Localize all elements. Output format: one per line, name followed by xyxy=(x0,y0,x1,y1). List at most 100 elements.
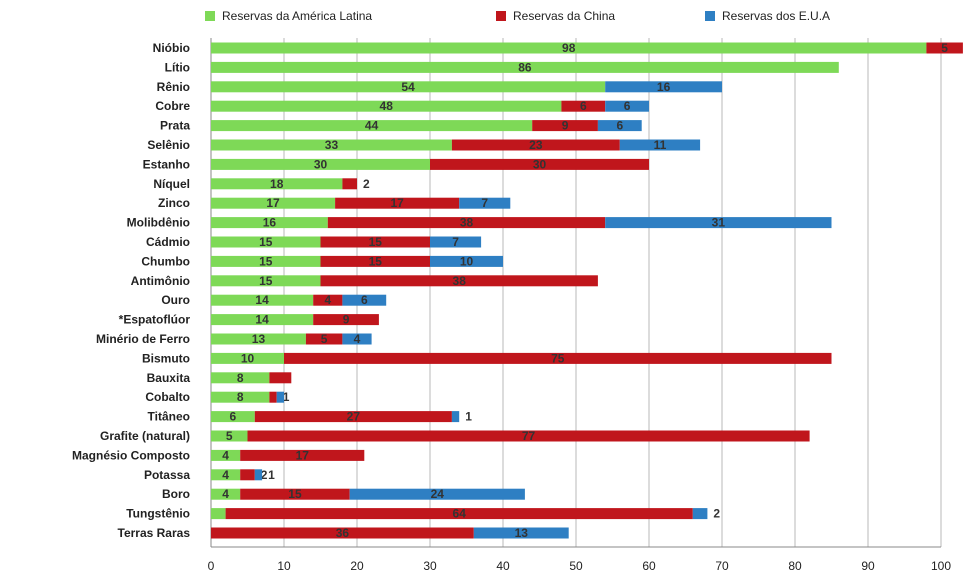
bar-segment xyxy=(349,488,525,500)
data-label: 9 xyxy=(343,313,350,327)
bar-segment xyxy=(320,255,430,267)
bar-row: 15 38 xyxy=(211,274,598,288)
x-tick-label: 70 xyxy=(715,559,729,573)
data-label: 24 xyxy=(431,487,445,501)
data-label: 14 xyxy=(255,313,269,327)
bar-segment xyxy=(211,508,226,520)
x-tick-label: 80 xyxy=(788,559,802,573)
data-label: 17 xyxy=(296,448,310,462)
data-label: 16 xyxy=(263,216,277,230)
data-label: 23 xyxy=(529,138,543,152)
category-label: Minério de Ferro xyxy=(96,332,190,346)
legend-entry-0: Reservas da América Latina xyxy=(222,9,372,23)
data-label: 27 xyxy=(347,410,361,424)
bar-segment xyxy=(254,469,263,481)
data-label: 4 xyxy=(222,487,229,501)
data-label: 6 xyxy=(230,410,237,424)
x-tick-label: 20 xyxy=(350,559,364,573)
data-label: 15 xyxy=(259,254,273,268)
category-label: Zinco xyxy=(158,196,190,210)
x-axis-ticks: 0 10 20 30 40 50 60 70 80 90 100 xyxy=(208,559,952,573)
bar-segment xyxy=(335,197,460,209)
legend-entry-2: Reservas dos E.U.A xyxy=(722,9,830,23)
data-label: 31 xyxy=(712,216,726,230)
category-label: Grafite (natural) xyxy=(100,429,190,443)
category-label: Lítio xyxy=(165,60,190,74)
bar-segment xyxy=(211,217,328,229)
x-tick-label: 30 xyxy=(423,559,437,573)
data-label: 2 xyxy=(713,507,720,521)
data-label: 6 xyxy=(616,119,623,133)
x-tick-label: 0 xyxy=(208,559,215,573)
bar-segment xyxy=(342,294,387,306)
bar-segment xyxy=(305,333,343,345)
category-label: Boro xyxy=(162,487,190,501)
bar-segment xyxy=(320,236,430,248)
x-tick-label: 10 xyxy=(277,559,291,573)
category-label: Cádmio xyxy=(146,235,190,249)
data-label: 38 xyxy=(460,216,474,230)
bar-row: 4 17 xyxy=(211,448,365,462)
bar-segment xyxy=(211,527,474,539)
data-label: 8 xyxy=(237,390,244,404)
bar-segment xyxy=(211,275,321,287)
bar-segment xyxy=(605,81,722,93)
category-label: Ouro xyxy=(161,293,190,307)
data-label: 7 xyxy=(481,196,488,210)
data-label: 15 xyxy=(369,235,383,249)
data-label: 98 xyxy=(562,41,576,55)
bar-row: 33 23 11 xyxy=(211,138,701,152)
x-tick-label: 40 xyxy=(496,559,510,573)
category-label: Selênio xyxy=(147,138,190,152)
data-label: 2 xyxy=(261,468,268,482)
bar-row: 54 16 xyxy=(211,80,722,94)
bar-segment xyxy=(211,411,255,423)
bar-segment xyxy=(211,488,241,500)
bar-row: 44 9 6 xyxy=(211,119,642,133)
bar-segment xyxy=(342,333,372,345)
bar-segment xyxy=(451,139,620,151)
data-label: 86 xyxy=(518,60,532,74)
x-tick-label: 50 xyxy=(569,559,583,573)
data-label: 33 xyxy=(325,138,339,152)
data-label: 1 xyxy=(268,468,275,482)
bar-segment xyxy=(211,255,321,267)
bar-segment xyxy=(240,469,255,481)
x-tick-label: 90 xyxy=(861,559,875,573)
category-label: *Espatoflúor xyxy=(119,313,191,327)
data-label: 30 xyxy=(533,157,547,171)
bar-segment xyxy=(605,217,832,229)
bar-segment xyxy=(342,178,357,190)
bar-row: 2642 xyxy=(211,507,720,521)
data-label: 30 xyxy=(314,157,328,171)
data-label: 15 xyxy=(288,487,302,501)
category-label: Antimônio xyxy=(131,274,190,288)
data-label: 10 xyxy=(460,254,474,268)
bar-row: 4 15 24 xyxy=(211,487,525,501)
bar-row: 48 6 6 xyxy=(211,99,649,113)
bar-segment xyxy=(211,372,270,384)
bar-segment xyxy=(225,508,693,520)
data-label: 9 xyxy=(562,119,569,133)
bar-segment xyxy=(211,449,241,461)
bar-segment xyxy=(320,275,598,287)
bar-segment xyxy=(619,139,701,151)
bar-segment xyxy=(211,100,562,112)
bar-row: 14 4 6 xyxy=(211,293,387,307)
bar-row: 30 30 xyxy=(211,157,649,171)
bar-segment xyxy=(276,391,284,403)
bar-row: 98 5 xyxy=(211,41,963,55)
bar-segment xyxy=(211,197,336,209)
bar-row: 6 27 1 xyxy=(211,410,472,424)
category-label: Prata xyxy=(160,119,190,133)
bar-segment xyxy=(211,139,452,151)
data-label: 14 xyxy=(255,293,269,307)
data-label: 5 xyxy=(941,41,948,55)
bar-segment xyxy=(211,61,839,73)
data-label: 36 xyxy=(336,526,350,540)
bar-segment xyxy=(211,294,314,306)
legend: Reservas da América Latina Reservas da Ch… xyxy=(205,9,830,23)
bar-segment xyxy=(211,120,533,132)
